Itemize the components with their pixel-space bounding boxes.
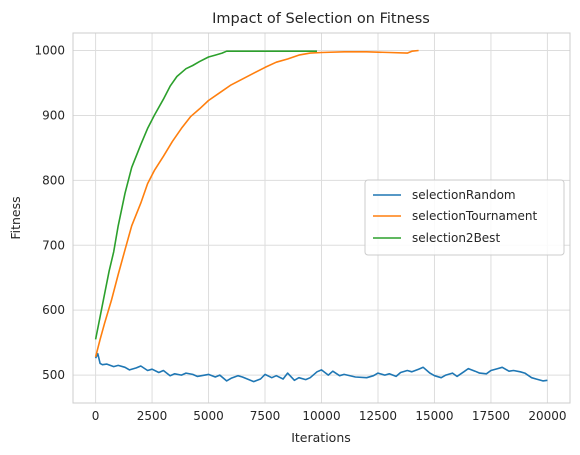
series-lines [94, 49, 548, 383]
legend-box [364, 179, 565, 256]
series-line-random [94, 352, 548, 383]
series-line-2best [94, 50, 317, 340]
x-tick-label: 20000 [528, 409, 566, 423]
x-axis-label: Iterations [291, 430, 351, 445]
x-tick-label: 0 [92, 409, 100, 423]
legend-label-tournament: selectionTournament [412, 209, 538, 223]
y-tick-label: 500 [42, 368, 65, 382]
y-tick-label: 900 [42, 108, 65, 122]
chart-title: Impact of Selection on Fitness [212, 11, 430, 27]
x-tick-label: 12500 [359, 409, 397, 423]
y-tick-labels: 500 600 700 800 900 1000 [34, 44, 65, 383]
series-line-tournament [94, 49, 419, 358]
y-tick-label: 700 [42, 238, 65, 252]
grid-lines [73, 33, 570, 403]
x-tick-label: 17500 [472, 409, 510, 423]
x-tick-label: 15000 [415, 409, 453, 423]
x-tick-labels: 0 2500 5000 7500 10000 12500 15000 17500 20000 [92, 409, 567, 423]
legend-label-2best: selection2Best [412, 231, 500, 245]
y-tick-label: 1000 [34, 44, 65, 58]
plot-frame [72, 32, 571, 404]
legend-label-random: selectionRandom [412, 188, 516, 202]
x-tick-label: 10000 [302, 409, 340, 423]
legend: selectionRandom selectionTournament sele… [364, 179, 565, 256]
x-tick-label: 7500 [250, 409, 281, 423]
y-axis-label: Fitness [8, 196, 23, 239]
x-tick-label: 2500 [137, 409, 168, 423]
y-tick-label: 600 [42, 303, 65, 317]
y-tick-label: 800 [42, 173, 65, 187]
x-tick-label: 5000 [193, 409, 224, 423]
